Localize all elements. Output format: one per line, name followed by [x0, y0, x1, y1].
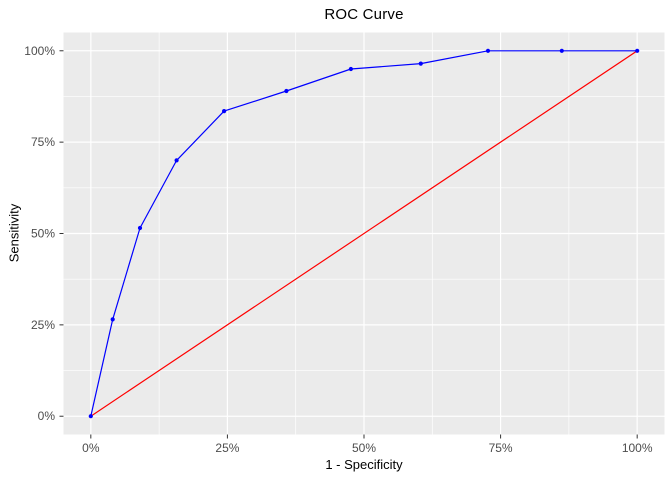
- roc-data-point: [222, 109, 227, 114]
- x-axis-tick-label: 100%: [622, 441, 653, 455]
- roc-data-point: [559, 48, 564, 53]
- y-axis-tick-label: 75%: [31, 135, 55, 149]
- roc-data-point: [88, 414, 93, 419]
- reference-line: [90, 50, 638, 417]
- x-axis-tick-label: 25%: [215, 441, 239, 455]
- chart-title: ROC Curve: [324, 6, 404, 23]
- roc-data-point: [174, 158, 179, 163]
- roc-data-point: [635, 48, 640, 53]
- x-axis-tick-label: 0%: [82, 441, 100, 455]
- roc-data-point: [418, 61, 423, 66]
- y-axis-tick-label: 25%: [31, 318, 55, 332]
- roc-data-point: [110, 317, 115, 322]
- y-axis-title: Sensitivity: [6, 203, 22, 263]
- x-axis-title: 1 - Specificity: [325, 457, 403, 472]
- y-axis-tick-label: 0%: [38, 409, 56, 423]
- roc-data-point: [348, 66, 353, 72]
- roc-data-point: [137, 225, 143, 231]
- y-axis-tick-label: 50%: [31, 227, 55, 241]
- x-axis-tick-label: 75%: [489, 441, 513, 455]
- roc-data-point: [485, 48, 491, 53]
- roc-data-point: [284, 88, 289, 94]
- y-axis-tick-label: 100%: [24, 44, 55, 58]
- x-axis-tick-label: 50%: [352, 441, 376, 455]
